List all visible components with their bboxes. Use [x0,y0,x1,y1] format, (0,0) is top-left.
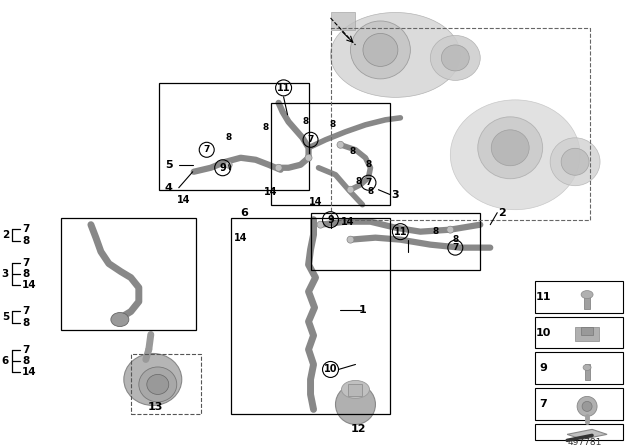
Text: 7: 7 [22,224,29,234]
Text: 8: 8 [349,147,356,156]
Text: 8: 8 [432,227,438,236]
Circle shape [275,164,282,171]
Ellipse shape [335,384,376,424]
Text: 8: 8 [355,177,362,186]
Bar [61,218,196,330]
Bar [584,365,589,380]
Bar [230,218,390,414]
Bar [535,388,623,420]
Bar [535,280,623,313]
Ellipse shape [561,148,589,175]
Text: 8: 8 [262,123,269,132]
Bar [535,317,623,349]
Bar [330,12,355,30]
Text: 3: 3 [2,269,9,279]
Text: 8: 8 [365,160,372,169]
Text: 1: 1 [358,305,366,314]
Circle shape [317,221,324,228]
Bar [584,293,590,309]
Text: 14: 14 [177,195,191,205]
Text: 8: 8 [22,357,29,366]
Ellipse shape [124,353,182,405]
Bar [575,327,599,340]
Bar [131,354,201,414]
Text: 12: 12 [351,424,366,435]
Ellipse shape [342,380,369,398]
Text: 9: 9 [540,363,547,374]
Text: 10: 10 [324,365,337,375]
Text: 9: 9 [327,215,334,225]
Text: 3: 3 [392,190,399,200]
Ellipse shape [492,130,529,166]
Text: 8: 8 [225,134,232,142]
Text: 8: 8 [452,235,458,244]
Ellipse shape [139,367,177,402]
Text: 8: 8 [303,117,308,126]
Text: 14: 14 [234,233,248,243]
Text: 7: 7 [452,243,458,252]
Text: 7: 7 [365,178,372,187]
Circle shape [225,161,232,168]
Text: 7: 7 [540,400,547,409]
Circle shape [337,141,344,148]
Text: 8: 8 [330,121,335,129]
Text: 11: 11 [536,292,551,302]
Text: 5: 5 [165,160,173,170]
Text: 14: 14 [340,217,354,227]
Text: 14: 14 [22,367,36,378]
Text: 497781: 497781 [568,438,602,447]
Text: 11: 11 [277,83,291,93]
Bar [348,384,362,396]
Ellipse shape [451,100,580,210]
Circle shape [447,226,454,233]
Ellipse shape [550,138,600,186]
Circle shape [347,186,354,193]
Ellipse shape [111,313,129,327]
Ellipse shape [581,291,593,298]
Ellipse shape [330,13,460,97]
Ellipse shape [478,117,543,179]
Bar [159,83,308,190]
Bar [535,424,623,440]
Text: 2: 2 [499,208,506,218]
Ellipse shape [442,45,469,71]
Text: 7: 7 [22,258,29,267]
Text: 13: 13 [148,402,163,413]
Text: 4: 4 [165,183,173,193]
Ellipse shape [351,21,410,79]
Text: 8: 8 [22,236,29,246]
Text: 14: 14 [22,280,36,289]
Text: 10: 10 [536,327,551,337]
Text: 7: 7 [22,345,29,356]
Circle shape [347,236,354,243]
Polygon shape [567,429,607,439]
Bar [535,353,623,384]
Bar [330,28,590,220]
Circle shape [577,396,597,416]
Ellipse shape [363,34,398,66]
Bar [271,103,390,205]
Text: 8: 8 [22,269,29,279]
Text: 11: 11 [394,227,407,237]
Text: 8: 8 [22,318,29,327]
Text: 8: 8 [367,187,374,196]
Text: 14: 14 [264,187,277,197]
Bar [581,327,593,335]
Text: 7: 7 [307,135,314,144]
Text: 6: 6 [241,208,248,218]
Circle shape [582,401,592,411]
Text: 9: 9 [220,163,226,173]
Text: 2: 2 [2,230,9,240]
Circle shape [305,154,312,161]
Text: 14: 14 [308,197,323,207]
Text: 5: 5 [2,311,9,322]
Text: 7: 7 [22,306,29,315]
Bar [310,213,480,270]
Text: 7: 7 [204,145,210,154]
Ellipse shape [430,35,480,80]
Ellipse shape [583,365,591,370]
Ellipse shape [147,375,169,394]
Text: 6: 6 [2,357,9,366]
